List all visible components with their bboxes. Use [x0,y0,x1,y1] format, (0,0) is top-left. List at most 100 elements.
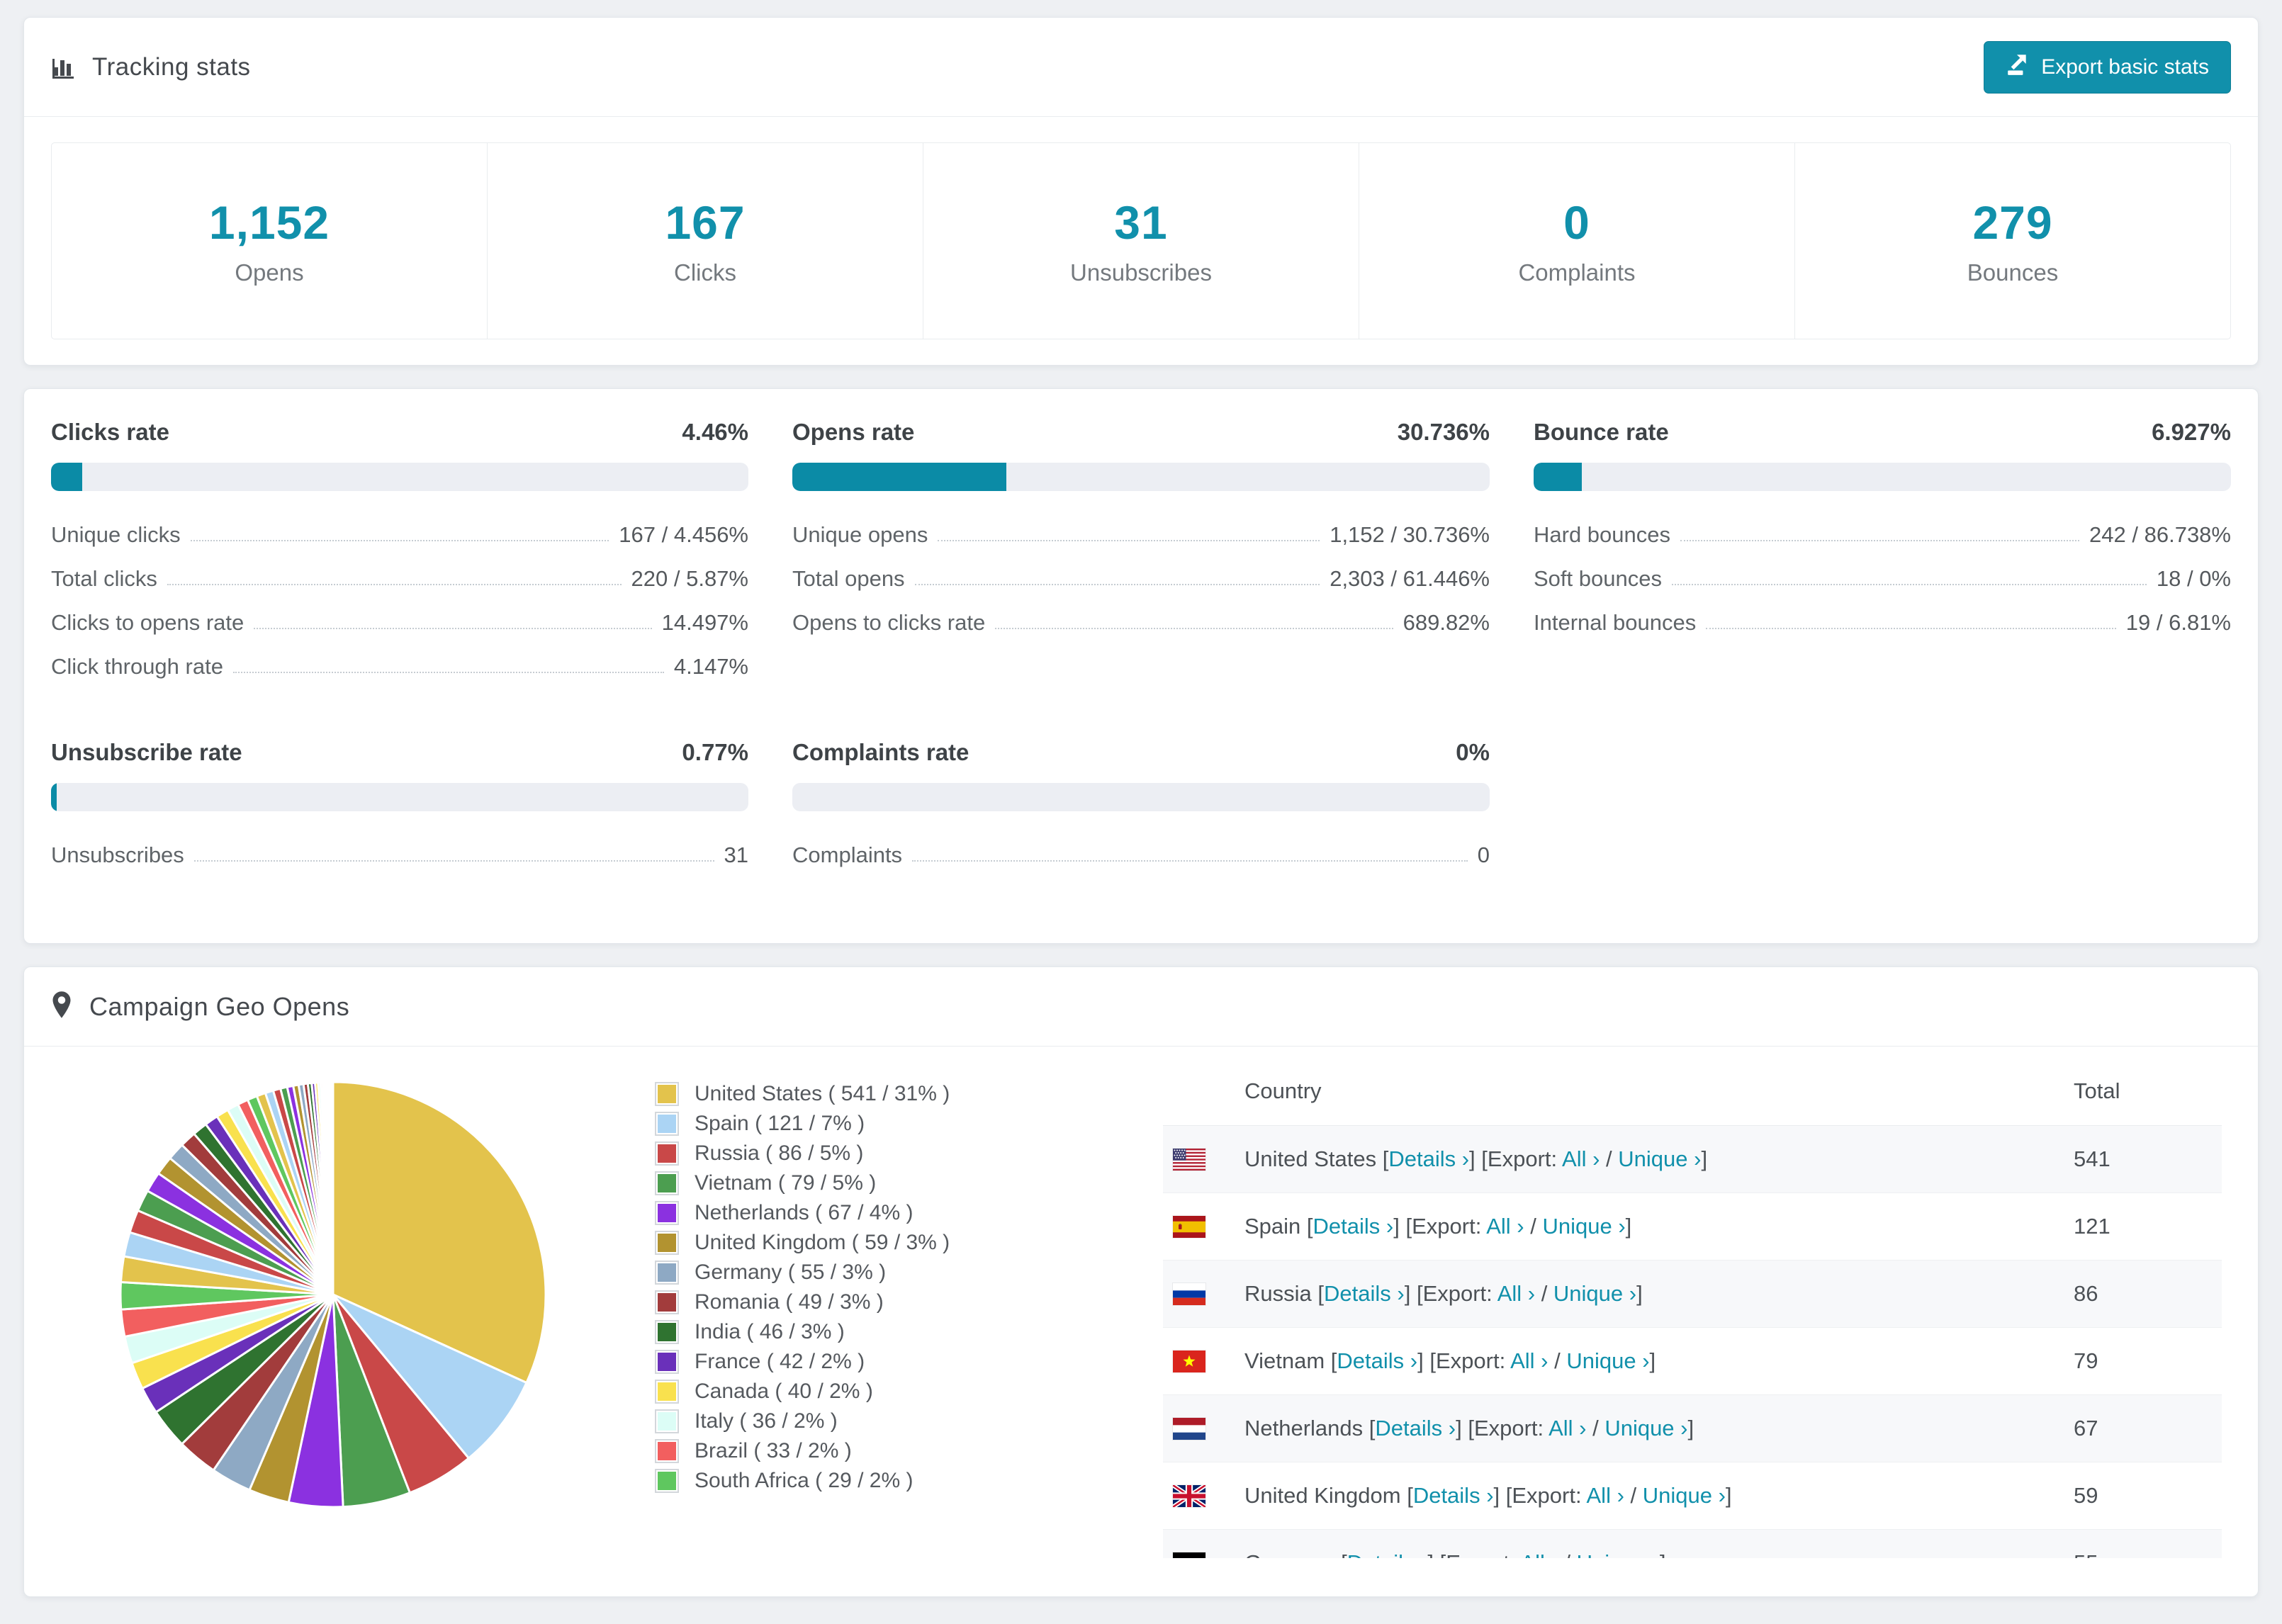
progress-bar-fill [51,783,57,811]
pie-slice[interactable] [331,1081,335,1295]
rate-row-label: Internal bounces [1534,610,1697,635]
export-unique-link[interactable]: Unique [1618,1146,1701,1171]
export-all-link[interactable]: All [1562,1146,1600,1171]
export-unique-link[interactable]: Unique [1542,1214,1625,1239]
details-link[interactable]: Details [1375,1416,1456,1440]
rate-panel: Clicks rate 4.46% Unique clicks 167 / 4.… [51,419,748,698]
bar-chart-icon [51,55,77,80]
legend-item: United States ( 541 / 31% ) [655,1079,950,1109]
rate-panel: Unsubscribe rate 0.77% Unsubscribes 31 [51,739,748,886]
legend-label: France ( 42 / 2% ) [695,1350,865,1373]
country-flag-icon [1173,1148,1205,1171]
table-body: United States Details Export: All Unique 54… [1163,1126,2222,1558]
details-link[interactable]: Details [1313,1214,1394,1239]
country-total: 55 [2074,1550,2222,1558]
rate-row-value: 4.147% [673,654,748,679]
stat-card: 31 Unsubscribes [923,143,1359,339]
details-link[interactable]: Details [1388,1146,1469,1171]
legend-item: France ( 42 / 2% ) [655,1347,950,1377]
country-name: Russia [1244,1281,1312,1306]
legend-label: India ( 46 / 3% ) [695,1320,845,1343]
legend-label: Brazil ( 33 / 2% ) [695,1439,852,1462]
country-name: Vietnam [1244,1348,1325,1373]
export-all-link[interactable]: All [1497,1281,1535,1306]
export-all-link[interactable]: All [1510,1348,1548,1373]
legend-swatch [655,1469,679,1493]
stat-value: 0 [1563,196,1590,249]
legend-item: United Kingdom ( 59 / 3% ) [655,1228,950,1258]
export-all-link[interactable]: All [1587,1483,1624,1508]
table-row: Netherlands Details Export: All Unique 67 [1163,1395,2222,1462]
legend-swatch [655,1141,679,1166]
country-total: 67 [2074,1416,2098,1440]
legend-item: Netherlands ( 67 / 4% ) [655,1198,950,1228]
dotted-leader [912,860,1468,862]
stat-label: Clicks [674,259,736,286]
export-unique-link[interactable]: Unique [1553,1281,1636,1306]
tracking-stats-card: Tracking stats Export basic stats 1,152 … [23,17,2259,366]
legend-swatch [655,1350,679,1374]
dotted-leader [232,672,664,673]
export-all-link[interactable]: All [1486,1214,1524,1239]
slash-separator [1535,1281,1553,1306]
legend-item: India ( 46 / 3% ) [655,1317,950,1347]
export-all-link[interactable]: All [1520,1550,1558,1558]
rate-row: Total opens 2,303 / 61.446% [792,566,1490,592]
dotted-leader [914,584,1320,585]
geo-opens-header: Campaign Geo Opens [24,967,2258,1047]
export-all-link[interactable]: All [1548,1416,1586,1440]
rate-panel-value: 0% [1456,739,1490,765]
progress-bar-fill [1534,463,1583,491]
legend-item: Germany ( 55 / 3% ) [655,1258,950,1287]
geo-pie-chart[interactable] [113,1075,553,1514]
stat-label: Opens [235,259,304,286]
legend-label: United States ( 541 / 31% ) [695,1082,950,1105]
rate-panel-title: Bounce rate [1534,419,1669,445]
legend-swatch [655,1261,679,1285]
details-link[interactable]: Details [1347,1550,1428,1558]
rate-row-value: 0 [1477,842,1490,867]
country-total: 59 [2074,1483,2098,1508]
rate-row-label: Total clicks [51,566,157,591]
geo-opens-card: Campaign Geo Opens United States ( 541 /… [23,966,2259,1597]
export-unique-link[interactable]: Unique [1577,1550,1660,1558]
country-name: Germany [1244,1550,1334,1558]
legend-label: Germany ( 55 / 3% ) [695,1261,887,1284]
country-name: United States [1244,1146,1377,1171]
export-unique-link[interactable]: Unique [1566,1348,1649,1373]
geo-opens-title: Campaign Geo Opens [89,991,350,1021]
legend-item: Spain ( 121 / 7% ) [655,1109,950,1139]
export-unique-link[interactable]: Unique [1643,1483,1726,1508]
pie-slice[interactable] [332,1081,547,1385]
details-link[interactable]: Details [1324,1281,1405,1306]
legend-label: Russia ( 86 / 5% ) [695,1141,864,1165]
rate-panel-title: Opens rate [792,419,915,445]
rate-row-label: Hard bounces [1534,522,1671,547]
export-unique-link[interactable]: Unique [1604,1416,1687,1440]
rate-row-label: Opens to clicks rate [792,610,986,635]
rate-row-label: Unsubscribes [51,842,184,867]
country-flag-icon [1173,1484,1205,1507]
rate-row-label: Clicks to opens rate [51,610,244,635]
rate-panel-value: 6.927% [2152,419,2231,445]
dotted-leader [1706,628,2116,629]
details-link[interactable]: Details [1337,1348,1417,1373]
stat-label: Complaints [1518,259,1636,286]
stat-label: Unsubscribes [1070,259,1212,286]
rates-card: Clicks rate 4.46% Unique clicks 167 / 4.… [23,388,2259,944]
legend-swatch [655,1082,679,1106]
rate-row-value: 689.82% [1403,610,1490,635]
export-basic-stats-button[interactable]: Export basic stats [1984,40,2231,94]
progress-bar [792,463,1490,491]
rate-row: Unsubscribes 31 [51,842,748,868]
dotted-leader [254,628,652,629]
pie-slice[interactable] [332,1293,528,1460]
legend-swatch [655,1290,679,1314]
dotted-leader [193,860,714,862]
details-link[interactable]: Details [1413,1483,1494,1508]
legend-swatch [655,1320,679,1344]
pie-legend: United States ( 541 / 31% ) Spain ( 121 … [655,1079,950,1496]
country-name: United Kingdom [1244,1483,1401,1508]
column-header-country: Country [1244,1078,1322,1103]
